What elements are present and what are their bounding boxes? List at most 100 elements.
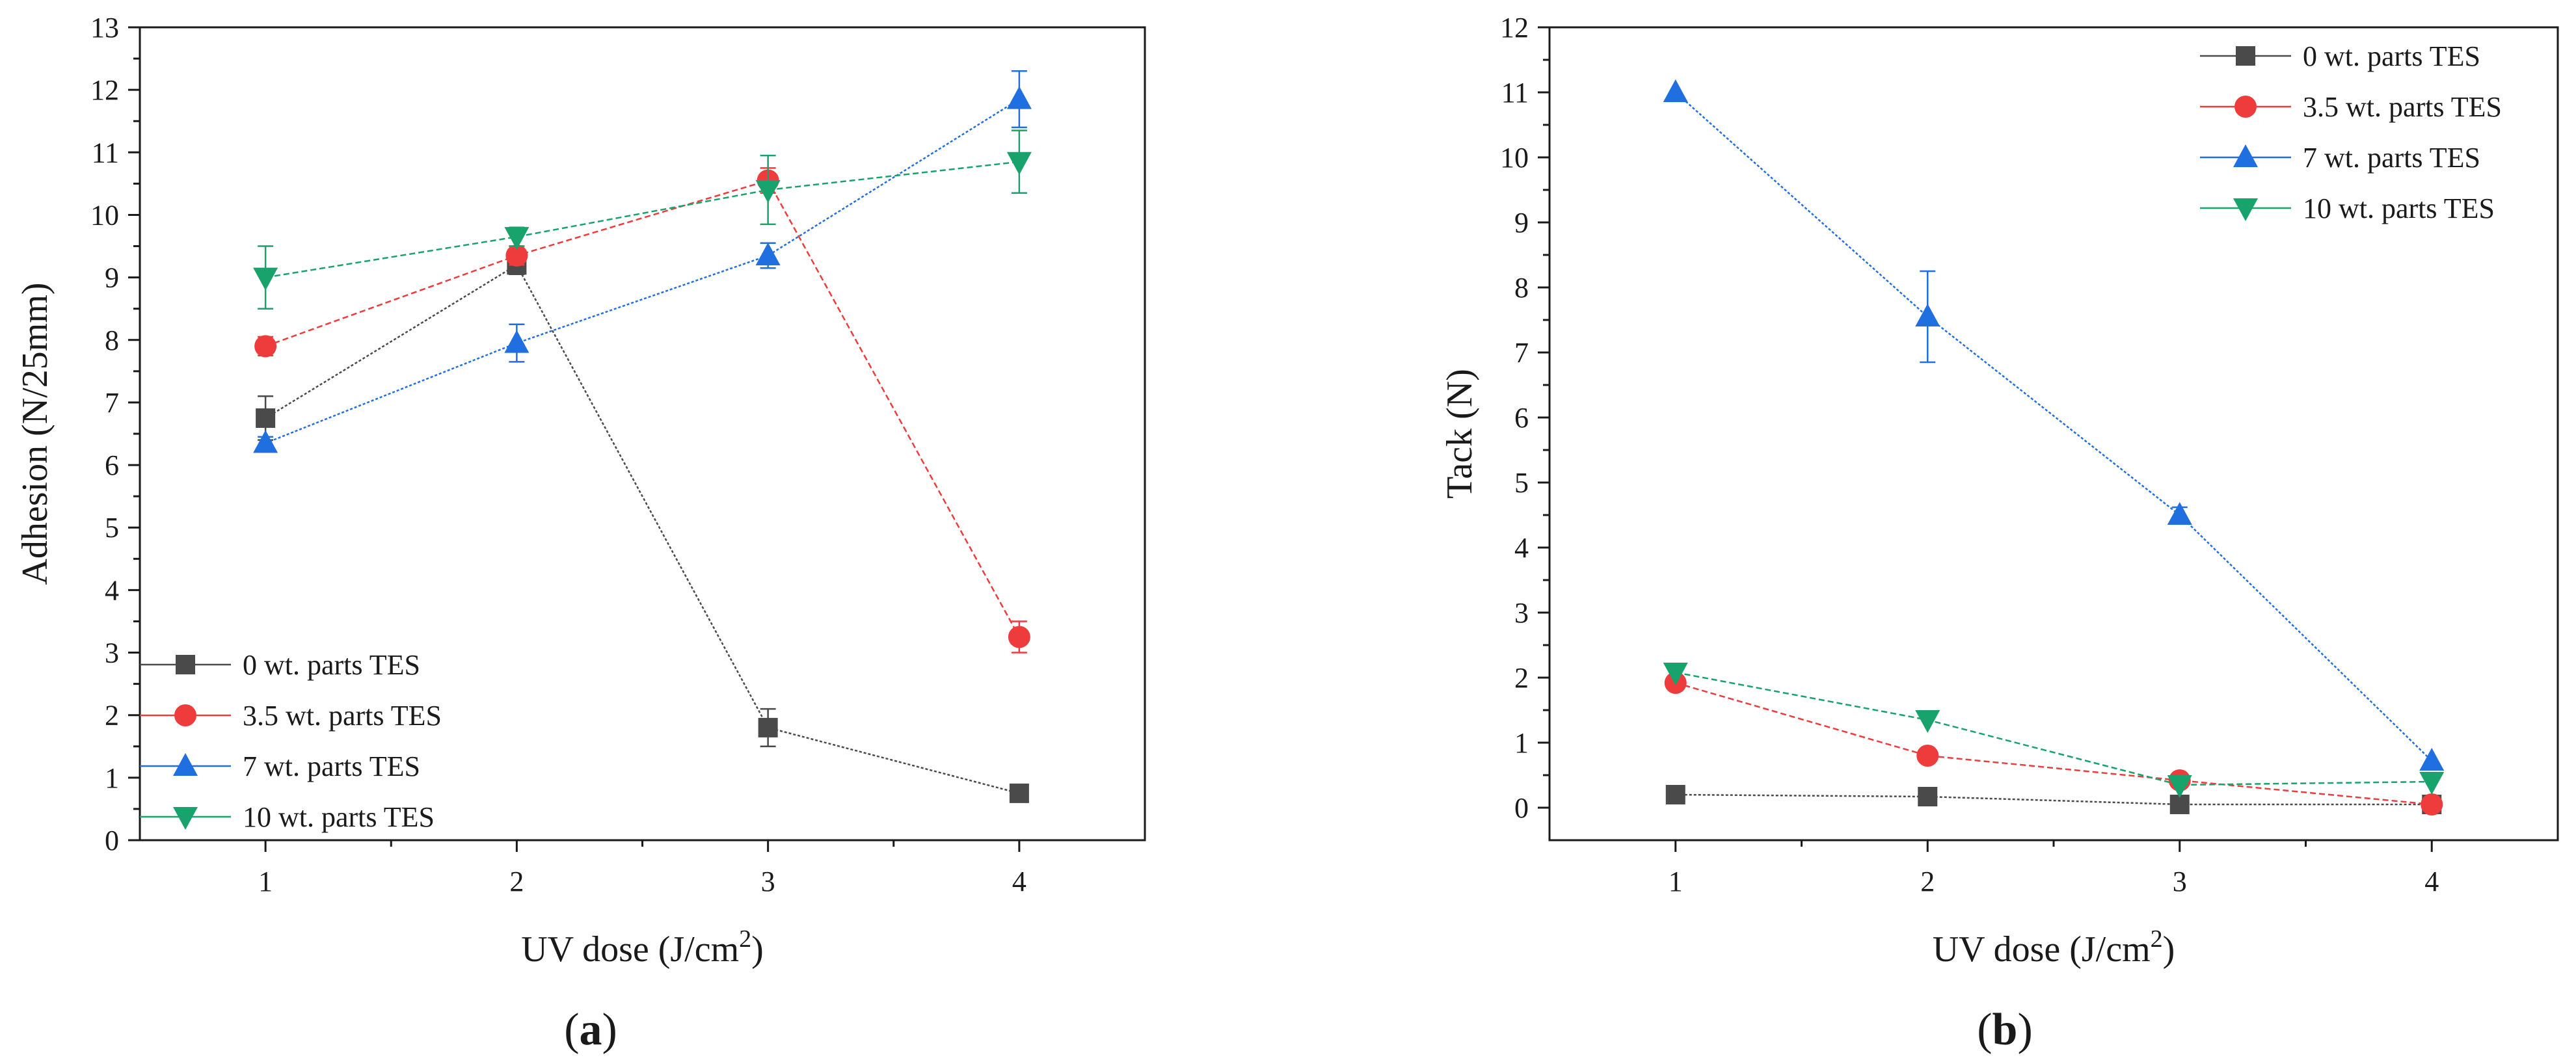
y-tick-label-b: 5: [1514, 467, 1529, 499]
y-tick-label-b: 6: [1514, 402, 1529, 434]
series-line-a-3: [265, 161, 1020, 278]
y-tick-label-a: 13: [90, 12, 119, 44]
x-tick-label-a: 4: [1012, 866, 1026, 897]
data-point-b-0: [1665, 785, 1685, 804]
data-point-a-3: [755, 180, 781, 203]
legend-label-b-0: 0 wt. parts TES: [2303, 40, 2480, 72]
y-tick-label-b: 4: [1514, 532, 1529, 564]
data-point-a-3: [504, 227, 530, 250]
x-axis-title-b: UV dose (J/cm2): [1933, 925, 2175, 970]
y-tick-label-a: 3: [105, 637, 119, 669]
data-point-a-2: [755, 242, 781, 265]
x-tick-label-b: 3: [2173, 866, 2187, 897]
data-point-b-2: [1663, 79, 1688, 102]
legend-b: 0 wt. parts TES 3.5 wt. parts TES 7 wt. pa…: [2200, 40, 2502, 224]
legend-marker-a-3: [173, 807, 198, 830]
y-tick-label-a: 4: [105, 574, 119, 606]
series-b-3: [1663, 663, 2445, 798]
x-tick-label-b: 1: [1669, 866, 1683, 897]
data-point-b-0: [1918, 787, 1938, 806]
series-line-a-1: [265, 179, 1020, 638]
legend-marker-a-2: [173, 753, 198, 776]
legend-marker-b-2: [2233, 144, 2258, 167]
series-line-b-0: [1675, 793, 2432, 806]
data-point-a-3: [253, 267, 278, 291]
data-point-b-2: [2419, 748, 2445, 771]
y-tick-label-b: 10: [1500, 142, 1529, 174]
data-point-a-1: [1008, 626, 1030, 648]
series-a-2: [253, 70, 1032, 453]
legend-marker-b-0: [2236, 46, 2255, 66]
series-b-2: [1663, 79, 2445, 771]
x-tick-label-a: 3: [761, 866, 775, 897]
series-line-b-2: [1674, 92, 2433, 762]
legend-a: 0 wt. parts TES 3.5 wt. parts TES 7 wt. pa…: [140, 649, 442, 833]
data-point-b-3: [2167, 775, 2192, 798]
y-axis-title-a: Adhesion (N/25mm): [15, 282, 55, 585]
x-tick-label-a: 1: [258, 866, 273, 897]
y-tick-label-b: 3: [1514, 597, 1529, 629]
y-tick-label-b: 12: [1500, 12, 1529, 44]
caption-a: (a): [564, 1005, 617, 1055]
data-point-b-2: [1915, 304, 1940, 326]
series-b-1: [1664, 672, 2443, 815]
series-a-1: [254, 167, 1030, 654]
series-line-a-2: [265, 98, 1020, 444]
data-point-b-1: [1916, 745, 1939, 767]
data-point-a-1: [254, 335, 277, 358]
series-a-3: [253, 129, 1032, 310]
y-tick-label-a: 12: [90, 74, 119, 106]
data-point-a-2: [504, 330, 530, 353]
data-point-b-3: [1915, 710, 1940, 733]
y-tick-label-a: 1: [105, 762, 119, 794]
y-tick-label-a: 8: [105, 325, 119, 356]
data-point-a-0: [256, 408, 276, 428]
legend-marker-b-1: [2234, 96, 2257, 118]
x-tick-label-b: 2: [1920, 866, 1935, 897]
y-axis-title-b: Tack (N): [1440, 369, 1480, 499]
y-tick-label-b: 1: [1514, 727, 1529, 759]
legend-label-a-3: 10 wt. parts TES: [243, 801, 435, 833]
y-tick-label-a: 5: [105, 512, 119, 544]
data-point-a-0: [1009, 783, 1029, 803]
y-tick-label-b: 2: [1514, 662, 1529, 694]
y-tick-label-a: 6: [105, 449, 119, 481]
legend-label-b-2: 7 wt. parts TES: [2303, 142, 2480, 174]
series-b-0: [1665, 785, 2442, 814]
y-tick-label-a: 0: [105, 825, 119, 856]
series-line-b-1: [1675, 682, 2432, 806]
y-tick-label-a: 9: [105, 262, 119, 294]
series-line-b-3: [1675, 671, 2432, 786]
data-point-a-3: [1006, 152, 1032, 175]
y-tick-label-a: 10: [90, 199, 119, 231]
legend-marker-a-1: [174, 704, 196, 726]
data-point-a-1: [505, 244, 528, 267]
series-line-a-0: [265, 263, 1020, 795]
data-point-a-2: [1006, 86, 1032, 109]
legend-label-a-1: 3.5 wt. parts TES: [243, 700, 442, 732]
data-point-a-0: [758, 717, 778, 737]
y-tick-label-a: 11: [92, 137, 119, 168]
y-tick-label-b: 0: [1514, 792, 1529, 824]
y-tick-label-a: 7: [105, 387, 119, 419]
x-axis-title-a: UV dose (J/cm2): [521, 925, 764, 970]
legend-label-b-1: 3.5 wt. parts TES: [2303, 91, 2502, 123]
legend-label-a-2: 7 wt. parts TES: [243, 750, 420, 782]
caption-b: (b): [1977, 1005, 2033, 1055]
y-tick-label-b: 8: [1514, 272, 1529, 304]
data-point-b-3: [2419, 772, 2445, 795]
data-point-b-3: [1663, 663, 1688, 685]
legend-label-a-0: 0 wt. parts TES: [243, 649, 420, 681]
legend-marker-b-3: [2233, 198, 2258, 221]
legend-marker-a-0: [176, 655, 195, 674]
data-point-a-2: [253, 430, 278, 453]
y-tick-label-b: 9: [1514, 207, 1529, 239]
x-tick-label-b: 4: [2424, 866, 2439, 897]
data-point-b-1: [2421, 793, 2443, 815]
y-tick-label-a: 2: [105, 700, 119, 732]
data-point-b-2: [2167, 502, 2192, 525]
y-tick-label-b: 11: [1501, 77, 1529, 109]
